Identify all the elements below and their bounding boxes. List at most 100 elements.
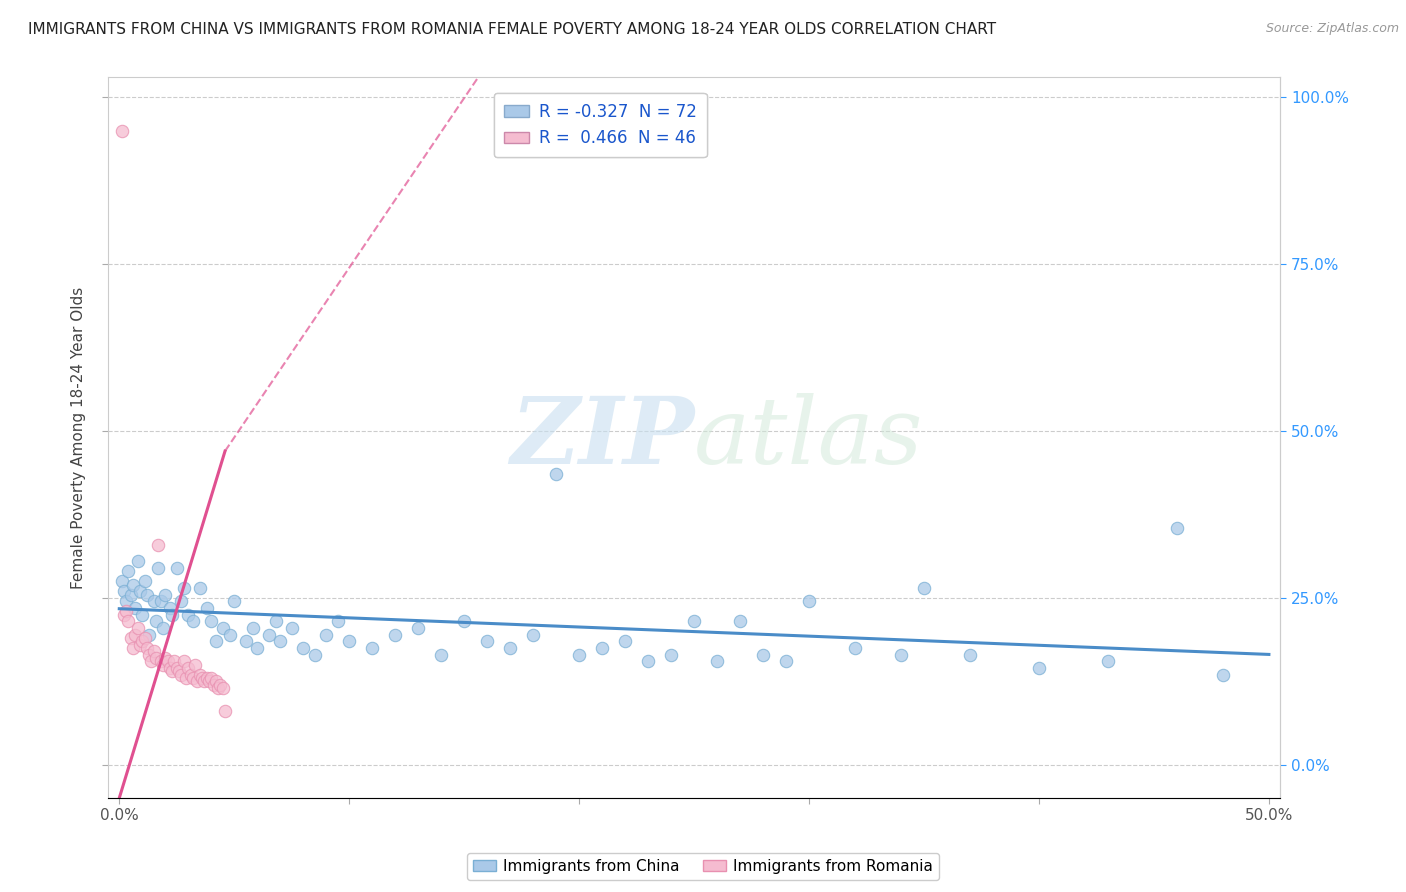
Point [242, 621, 264, 635]
Point [384, 627, 406, 641]
Point [124, 627, 146, 641]
Point [135, 588, 157, 602]
Point [522, 627, 544, 641]
Point [209, 678, 232, 692]
Point [326, 614, 349, 628]
Point [148, 537, 170, 551]
Point [890, 648, 912, 662]
Text: atlas: atlas [695, 392, 924, 483]
Point [149, 654, 172, 668]
Point [752, 648, 775, 662]
Point [152, 657, 174, 672]
Point [683, 614, 706, 628]
Point [138, 648, 160, 662]
Point [453, 614, 475, 628]
Point [127, 554, 149, 568]
Point [195, 601, 218, 615]
Point [166, 561, 188, 575]
Point [1028, 661, 1050, 675]
Point [120, 588, 142, 602]
Point [235, 634, 257, 648]
Point [292, 640, 315, 655]
Point [315, 627, 337, 641]
Point [134, 631, 156, 645]
Point [202, 678, 225, 692]
Point [200, 671, 222, 685]
Point [134, 574, 156, 589]
Point [117, 564, 139, 578]
Point [115, 604, 138, 618]
Point [195, 671, 218, 685]
Point [1097, 654, 1119, 668]
Point [706, 654, 728, 668]
Point [211, 621, 233, 635]
Point [181, 614, 204, 628]
Point [122, 577, 145, 591]
Point [127, 621, 149, 635]
Point [141, 654, 163, 668]
Point [264, 614, 287, 628]
Point [797, 594, 820, 608]
Point [149, 594, 172, 608]
Point [193, 674, 215, 689]
Point [361, 640, 384, 655]
Point [112, 584, 135, 599]
Y-axis label: Female Poverty Among 18-24 Year Olds: Female Poverty Among 18-24 Year Olds [72, 286, 86, 589]
Point [959, 648, 981, 662]
Text: IMMIGRANTS FROM CHINA VS IMMIGRANTS FROM ROMANIA FEMALE POVERTY AMONG 18-24 YEAR: IMMIGRANTS FROM CHINA VS IMMIGRANTS FROM… [28, 22, 997, 37]
Point [337, 634, 360, 648]
Point [637, 654, 659, 668]
Point [145, 651, 167, 665]
Point [163, 654, 186, 668]
Point [499, 640, 522, 655]
Point [156, 654, 179, 668]
Point [1166, 521, 1188, 535]
Point [167, 665, 190, 679]
Point [191, 671, 214, 685]
Point [184, 657, 207, 672]
Text: ZIP: ZIP [510, 392, 695, 483]
Point [117, 614, 139, 628]
Point [614, 634, 637, 648]
Point [844, 640, 866, 655]
Point [155, 588, 177, 602]
Point [112, 607, 135, 622]
Point [166, 661, 188, 675]
Point [269, 634, 291, 648]
Point [568, 648, 591, 662]
Point [131, 634, 153, 648]
Point [170, 667, 193, 681]
Point [211, 681, 233, 695]
Point [198, 674, 221, 689]
Point [177, 661, 200, 675]
Point [160, 665, 183, 679]
Point [120, 631, 142, 645]
Point [129, 638, 152, 652]
Point [257, 627, 280, 641]
Point [207, 681, 229, 695]
Point [177, 607, 200, 622]
Point [304, 648, 326, 662]
Point [142, 594, 165, 608]
Legend: Immigrants from China, Immigrants from Romania: Immigrants from China, Immigrants from R… [467, 853, 939, 880]
Point [775, 654, 797, 668]
Point [148, 561, 170, 575]
Point [912, 581, 935, 595]
Point [155, 651, 177, 665]
Point [214, 704, 236, 718]
Point [159, 661, 181, 675]
Point [131, 607, 153, 622]
Point [546, 467, 568, 482]
Point [173, 581, 195, 595]
Point [246, 640, 269, 655]
Point [180, 667, 202, 681]
Text: Source: ZipAtlas.com: Source: ZipAtlas.com [1265, 22, 1399, 36]
Point [200, 614, 222, 628]
Point [160, 607, 183, 622]
Point [138, 627, 160, 641]
Point [280, 621, 302, 635]
Point [170, 594, 193, 608]
Point [129, 584, 152, 599]
Point [205, 674, 228, 689]
Point [181, 671, 204, 685]
